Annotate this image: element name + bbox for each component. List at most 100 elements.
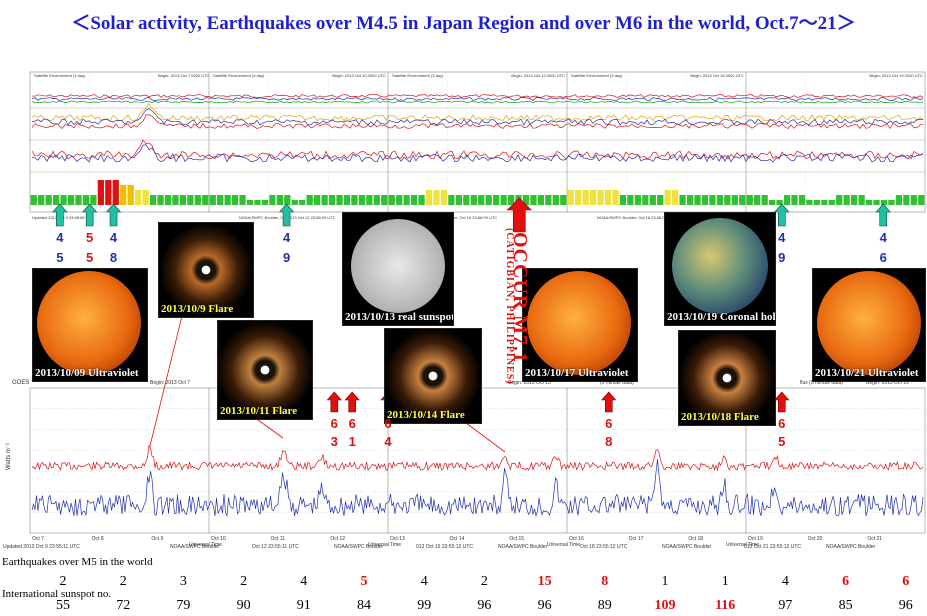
kp-bar bbox=[179, 195, 187, 205]
kp-bar bbox=[918, 195, 925, 205]
quake-arrow-up bbox=[105, 203, 122, 227]
image-caption: 2013/10/14 Flare bbox=[387, 409, 465, 421]
flux-label: flux (5 minute data) bbox=[800, 380, 843, 386]
kp-bar bbox=[664, 190, 671, 205]
image-caption: 2013/10/21 Ultraviolet bbox=[815, 367, 919, 379]
date-tick-label: Oct 17 bbox=[629, 536, 644, 542]
connector-line bbox=[149, 315, 183, 447]
earthquake-count-cell: 3 bbox=[179, 574, 187, 589]
kp-bar bbox=[828, 200, 835, 205]
sun-disk bbox=[527, 271, 631, 375]
sun-disk bbox=[817, 271, 921, 375]
lower-noaa-label: NOAA/SWPC Boulder bbox=[826, 544, 876, 550]
kp-bar bbox=[821, 200, 828, 205]
universal-time-label: Universal Time bbox=[726, 542, 759, 548]
sunspot-number-cell: 84 bbox=[357, 598, 371, 613]
kp-bar bbox=[366, 195, 373, 205]
kp-bar bbox=[246, 200, 254, 205]
flare-image-oct18: 2013/10/18 Flare bbox=[678, 330, 776, 426]
quake-count-bottom: 3 bbox=[330, 434, 338, 449]
kp-bar bbox=[783, 195, 791, 205]
kp-bar bbox=[865, 200, 873, 205]
kp-bar bbox=[836, 195, 843, 205]
earthquake-count-cell: 4 bbox=[420, 574, 428, 589]
upper-header-label: Begin: 2013 Oct 19 0000 UTC bbox=[869, 73, 923, 78]
kp-bar bbox=[455, 195, 462, 205]
kp-bar bbox=[97, 180, 104, 205]
quake-count-top: 6 bbox=[384, 416, 392, 431]
kp-bar bbox=[813, 200, 820, 205]
date-tick-label: Oct 15 bbox=[509, 536, 524, 542]
image-caption: 2013/10/9 Flare bbox=[161, 303, 234, 315]
kp-bar bbox=[194, 195, 201, 205]
quake-count-bottom: 5 bbox=[56, 250, 64, 265]
lower-noaa-label: Oct 18 23:55:12 UTC bbox=[580, 544, 628, 550]
kp-bar bbox=[187, 195, 194, 205]
earthquake-count-cell: 6 bbox=[902, 574, 910, 589]
date-tick-label: Oct 10 bbox=[211, 536, 226, 542]
kp-bar bbox=[67, 195, 75, 205]
upper-begin-label: Begin: 2013 Oct 7 0000 UTC bbox=[158, 73, 209, 78]
lower-begin-label: Begin: 2013 Oct 19 bbox=[866, 380, 909, 386]
kp-bar bbox=[567, 190, 574, 205]
kp-bar bbox=[776, 200, 783, 205]
kp-bar bbox=[478, 195, 485, 205]
sunspot-number-cell: 91 bbox=[296, 598, 311, 613]
proton-flux-trace bbox=[31, 97, 924, 101]
earthquake-count-cell: 6 bbox=[842, 574, 850, 589]
upper-noaa-label: NOAA/SWPC Boulder, Oct 15 23:56:09 UTC bbox=[418, 215, 497, 220]
kp-bar bbox=[604, 190, 612, 205]
lower-y-axis-label: Watts m⁻² bbox=[6, 443, 12, 470]
earthquake-count-cell: 1 bbox=[721, 574, 729, 589]
kp-bar bbox=[172, 195, 179, 205]
kp-bar bbox=[597, 190, 604, 205]
kp-bar bbox=[560, 195, 567, 205]
sun-disk bbox=[37, 271, 141, 375]
earthquake-count-cell: 2 bbox=[59, 574, 67, 589]
quake-count-top: 4 bbox=[282, 230, 291, 245]
occur-word: OCCUR bbox=[509, 232, 531, 311]
sunspot-number-cell: 96 bbox=[537, 598, 552, 613]
date-tick-label: Oct 12 bbox=[330, 536, 345, 542]
kp-bar bbox=[291, 200, 298, 205]
lower-noaa-label: 013 Oct 15 23:55:12 UTC bbox=[416, 544, 473, 550]
kp-bar bbox=[135, 190, 142, 205]
kp-bar bbox=[358, 195, 366, 205]
lower-noaa-label: NOAA/SWPC Boulder bbox=[334, 544, 384, 550]
sunspot-number-cell: 96 bbox=[477, 598, 492, 613]
earthquake-count-cell: 4 bbox=[781, 574, 789, 589]
sunspot-number-cell: 96 bbox=[898, 598, 913, 613]
kp-bar bbox=[336, 195, 343, 205]
kp-bar bbox=[284, 195, 291, 205]
kp-bar bbox=[761, 195, 768, 205]
minute-data-label: (5 minute data) bbox=[600, 380, 634, 386]
kp-bar bbox=[217, 195, 224, 205]
earthquake-count-row: 2 2 3 2 4 5 4 2 15 8 1 1 4 6 6 bbox=[0, 574, 927, 592]
kp-bar bbox=[672, 190, 679, 205]
date-tick-label: Oct 14 bbox=[450, 536, 465, 542]
kp-bar bbox=[120, 185, 127, 205]
uv-image-oct21: 2013/10/21 Ultraviolet bbox=[812, 268, 926, 382]
quake-count-top: 6 bbox=[778, 416, 786, 431]
proton-flux-trace bbox=[31, 100, 924, 104]
upper-header-label: Satellite Environment (3 day) bbox=[571, 73, 623, 78]
earthquake-count-cell: 1 bbox=[661, 574, 669, 589]
earthquake-count-cell: 5 bbox=[360, 574, 368, 589]
lower-noaa-label: NOAA/SWPC Boulder bbox=[170, 544, 220, 550]
sunspot-number-cell: 55 bbox=[56, 598, 70, 613]
upper-header-label: Begin: 2013 Oct 13 0000 UTC bbox=[511, 73, 565, 78]
xray-long-trace bbox=[31, 444, 924, 472]
quake-count-bottom: 8 bbox=[109, 250, 118, 265]
kp-bar bbox=[314, 195, 321, 205]
date-tick-label: Oct 16 bbox=[569, 536, 584, 542]
kp-bar bbox=[351, 195, 358, 205]
kp-bar bbox=[537, 195, 545, 205]
goes-label: GOES bbox=[12, 380, 29, 386]
kp-bar bbox=[164, 195, 172, 205]
sunspot-number-cell: 89 bbox=[597, 598, 612, 613]
kp-bar bbox=[328, 195, 336, 205]
magnetometer-trace bbox=[31, 144, 924, 163]
quake-count-top: 4 bbox=[778, 230, 786, 245]
kp-bar bbox=[105, 180, 112, 205]
quake-count-bottom: 5 bbox=[86, 250, 94, 265]
